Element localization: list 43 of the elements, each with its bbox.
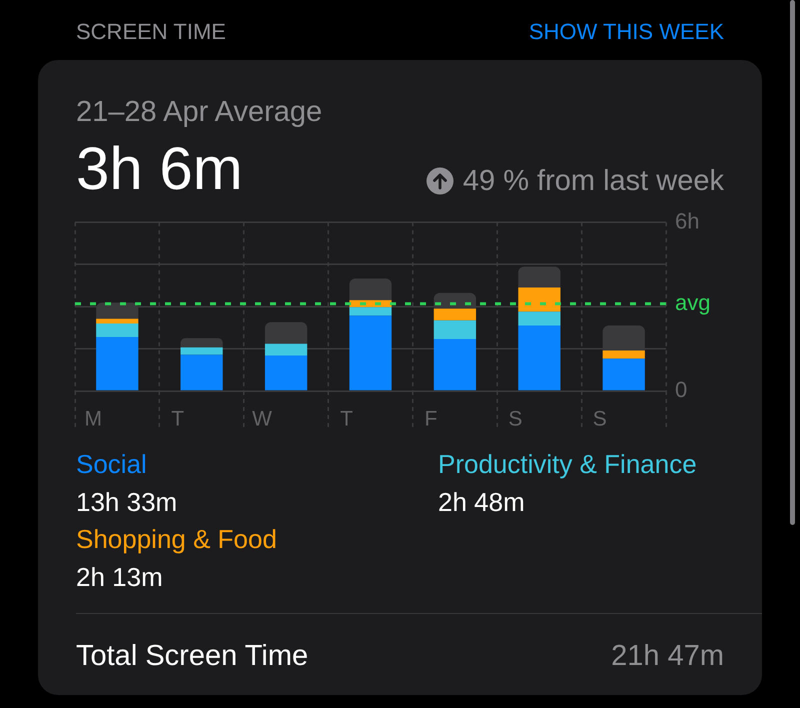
text: Productivity & Finance	[438, 448, 698, 481]
bar	[349, 307, 392, 316]
bar	[434, 308, 476, 320]
bar	[96, 318, 138, 324]
text: 13h 33m	[76, 486, 178, 518]
chart-subtitle: 21–28 Apr Average	[76, 95, 322, 129]
x-tick-label: T	[171, 407, 184, 430]
bar	[602, 350, 645, 359]
text: 49 % from last week	[462, 164, 724, 198]
y-tick-label: 6h	[675, 208, 700, 234]
text: SHOW THIS WEEK	[528, 18, 724, 46]
text: 2h 13m	[76, 560, 164, 594]
x-tick-label: W	[252, 407, 272, 430]
bar	[434, 320, 476, 339]
bar	[518, 325, 560, 390]
x-tick-label: S	[592, 407, 607, 430]
bar	[518, 312, 560, 326]
bar	[349, 316, 392, 390]
text: Social	[76, 448, 148, 481]
chart-title: SCREEN TIME	[76, 18, 226, 46]
bar	[264, 344, 308, 356]
text: 2h 48m	[438, 486, 526, 518]
bar	[518, 287, 560, 312]
x-tick-label: T	[340, 407, 354, 430]
text: Shopping & Food	[76, 523, 278, 556]
ref-line-label: avg	[675, 290, 710, 315]
text: Total Screen Time	[76, 639, 308, 673]
x-tick-label: F	[424, 407, 438, 430]
bar	[264, 322, 308, 344]
text: 3h 6m	[76, 135, 243, 202]
bar	[349, 278, 392, 300]
bar	[602, 358, 645, 390]
bar	[180, 347, 223, 355]
y-tick-label: 0	[675, 377, 688, 402]
bar	[180, 354, 223, 390]
bar	[264, 356, 308, 390]
x-tick-label: S	[508, 407, 522, 430]
bar	[96, 323, 138, 337]
bar	[180, 338, 223, 348]
bar	[434, 338, 476, 390]
x-tick-label: M	[84, 407, 102, 430]
bar	[96, 336, 138, 390]
text: 21h 47m	[611, 639, 724, 673]
